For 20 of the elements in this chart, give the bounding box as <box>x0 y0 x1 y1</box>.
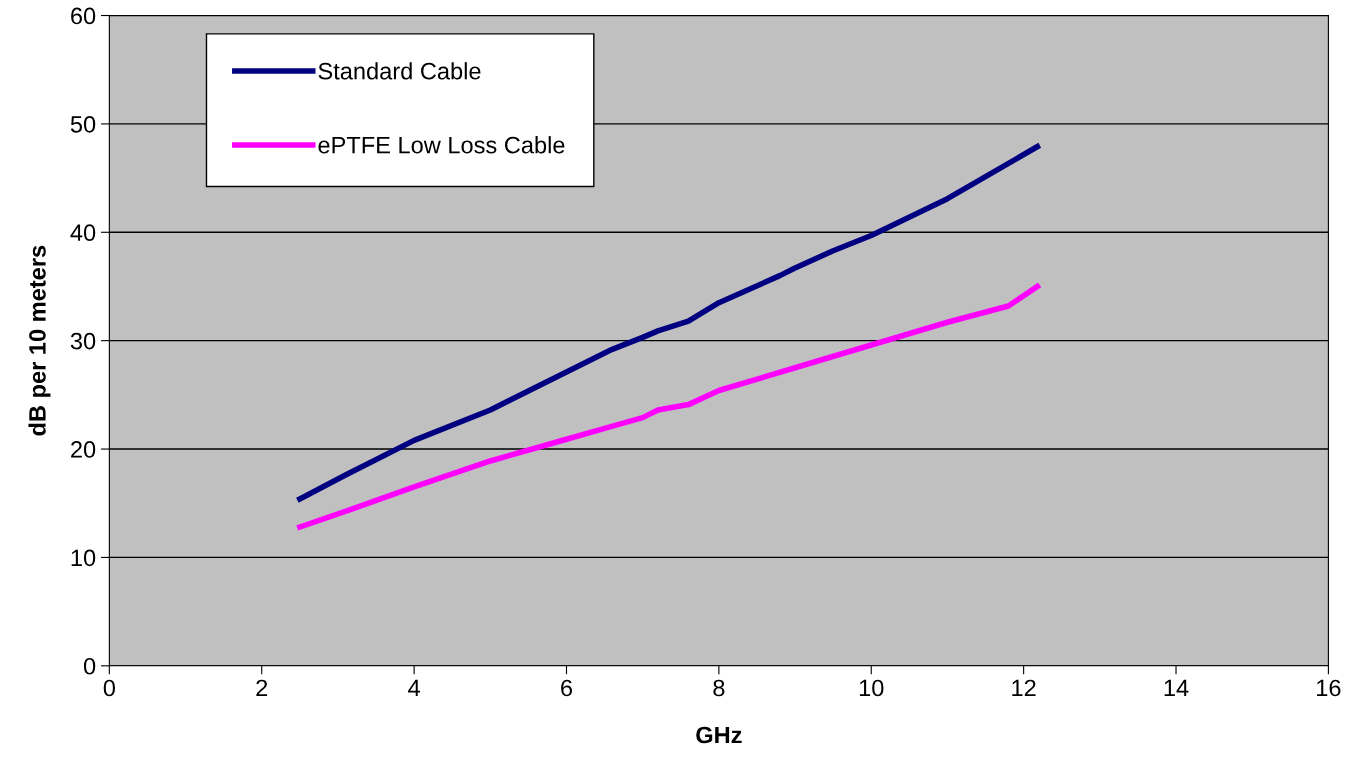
x-tick-label: 6 <box>561 679 573 697</box>
y-tick-label: 50 <box>70 115 96 133</box>
y-tick-label: 0 <box>83 657 96 675</box>
x-tick-label: 10 <box>859 679 884 697</box>
x-tick-label: 0 <box>103 679 115 697</box>
y-tick-label: 10 <box>71 549 96 567</box>
x-tick-label: 16 <box>1317 679 1341 697</box>
x-tick-label: 8 <box>713 679 725 697</box>
y-axis-title: dB per 10 meters <box>28 245 51 436</box>
x-tick-label: 4 <box>408 679 420 697</box>
x-tick-label: 2 <box>256 679 268 697</box>
legend-label: ePTFE Low Loss Cable <box>318 136 565 154</box>
y-tick-label: 30 <box>70 332 96 350</box>
legend-label: Standard Cable <box>318 62 481 80</box>
x-tick-label: 14 <box>1164 679 1189 697</box>
x-axis-title: GHz <box>696 726 742 744</box>
y-tick-label: 40 <box>70 224 96 242</box>
y-tick-label: 20 <box>71 441 96 458</box>
x-tick-label: 12 <box>1012 679 1036 697</box>
y-tick-label: 60 <box>71 7 96 25</box>
